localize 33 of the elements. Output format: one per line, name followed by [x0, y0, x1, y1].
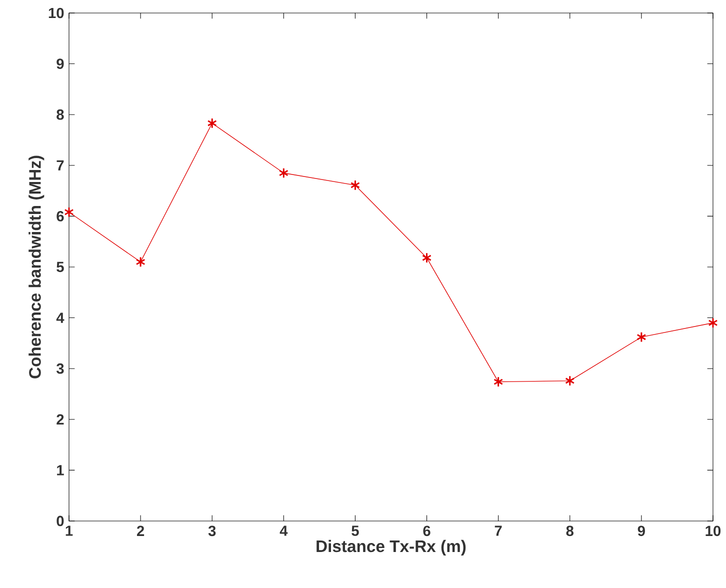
y-tick-label: 2 — [56, 414, 64, 425]
y-tick-label: 8 — [56, 109, 64, 120]
x-tick-label: 3 — [208, 526, 216, 536]
y-tick-label: 9 — [56, 58, 64, 69]
y-tick-label: 10 — [48, 8, 64, 18]
x-tick-label: 4 — [280, 526, 288, 536]
point — [278, 168, 288, 178]
y-tick-label: 6 — [56, 211, 64, 222]
x-tick-label: 10 — [706, 526, 721, 536]
y-tick-label: 3 — [56, 363, 64, 374]
point — [708, 317, 718, 328]
x-tick-label: 7 — [494, 526, 502, 536]
y-tick-label: 1 — [57, 465, 64, 476]
x-tick-label: 5 — [352, 526, 359, 536]
x-tick-label: 1 — [66, 526, 73, 536]
x-tick-label: 2 — [136, 526, 144, 536]
x-axis-title: Distance Tx-Rx (m) — [316, 540, 466, 556]
x-tick-label: 6 — [423, 526, 430, 536]
point — [350, 180, 360, 191]
y-tick-label: 5 — [56, 262, 64, 272]
y-tick-label: 7 — [56, 160, 64, 170]
point — [136, 256, 146, 268]
point — [565, 375, 575, 386]
x-tick-label: 9 — [638, 526, 645, 536]
point — [64, 206, 74, 218]
point — [207, 118, 217, 129]
y-tick-label: 0 — [56, 516, 64, 526]
x-tick-label: 8 — [566, 526, 574, 536]
y-tick-label: 4 — [56, 312, 64, 323]
y-axis-title: Coherence bandwidth (MHz) — [28, 156, 44, 378]
point — [494, 376, 504, 388]
point — [422, 252, 432, 264]
point — [636, 332, 646, 342]
